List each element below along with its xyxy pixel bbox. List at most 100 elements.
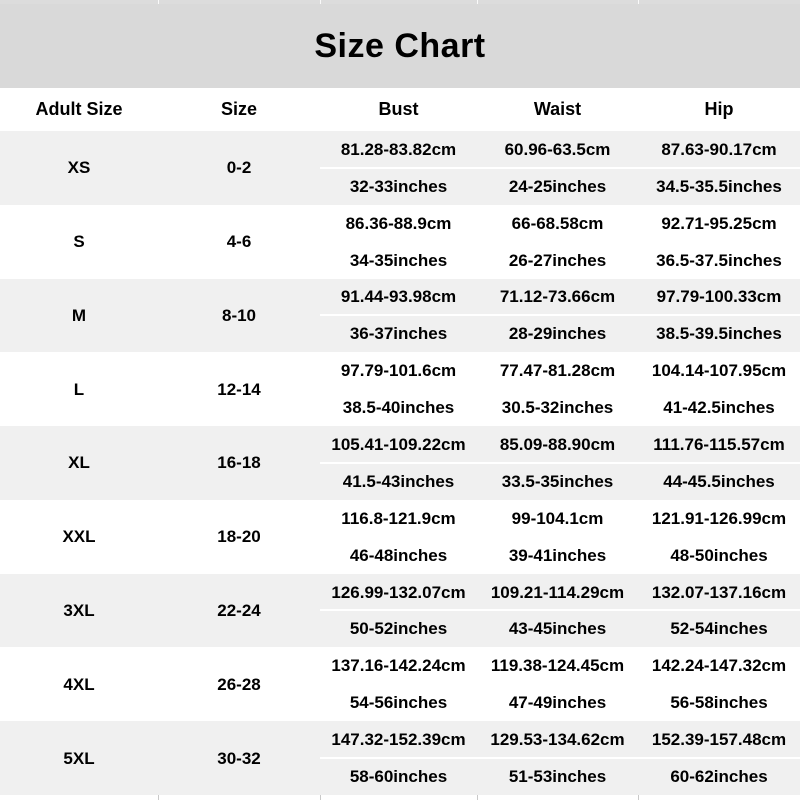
size-range-cell: 30-32 xyxy=(217,748,261,768)
bust-cm-value: 86.36-88.9cm xyxy=(345,213,452,233)
bottom-edge-strip xyxy=(0,794,800,800)
adult-size-cell: L xyxy=(73,379,85,399)
header-bust: Bust xyxy=(378,99,419,119)
hip-inches-value: 56-58inches xyxy=(670,693,768,713)
hip-cm-value: 111.76-115.57cm xyxy=(653,435,785,454)
size-row: 4XL 26-28 137.16-142.24cm 119.38-124.45c… xyxy=(0,647,800,722)
bust-cm-value: 105.41-109.22cm xyxy=(331,435,466,454)
column-tick xyxy=(158,0,159,4)
table-body: XS 0-2 81.28-83.82cm 60.96-63.5cm 87.63-… xyxy=(0,131,800,795)
hip-inches-value: 52-54inches xyxy=(670,619,768,639)
size-range-cell: 22-24 xyxy=(217,600,261,620)
hip-cm-value: 121.91-126.99cm xyxy=(651,508,787,528)
size-row: 5XL 30-32 147.32-152.39cm 129.53-134.62c… xyxy=(0,721,800,795)
bust-cm-value: 97.79-101.6cm xyxy=(340,361,457,381)
column-tick xyxy=(320,0,321,4)
top-edge-strip xyxy=(0,0,800,4)
size-range-cell: 8-10 xyxy=(221,305,257,325)
bust-inches-value: 58-60inches xyxy=(349,766,448,786)
waist-cm-value: 109.21-114.29cm xyxy=(490,582,625,602)
waist-cm-value: 85.09-88.90cm xyxy=(499,435,616,454)
column-tick xyxy=(158,794,159,800)
hip-cm-value: 142.24-147.32cm xyxy=(651,656,787,676)
size-range-cell: 4-6 xyxy=(226,232,252,252)
hip-inches-value: 48-50inches xyxy=(670,545,768,565)
size-row: 3XL 22-24 126.99-132.07cm 109.21-114.29c… xyxy=(0,573,800,648)
hip-cm-value: 104.14-107.95cm xyxy=(651,361,787,381)
waist-cm-value: 60.96-63.5cm xyxy=(504,139,611,159)
waist-inches-value: 43-45inches xyxy=(508,619,607,639)
header-waist: Waist xyxy=(533,99,582,119)
size-row: XL 16-18 105.41-109.22cm 85.09-88.90cm 1… xyxy=(0,426,800,500)
column-tick xyxy=(320,794,321,800)
header-adult-size: Adult Size xyxy=(35,99,123,119)
size-row: L 12-14 97.79-101.6cm 77.47-81.28cm 104.… xyxy=(0,352,800,427)
size-row: M 8-10 91.44-93.98cm 71.12-73.66cm 97.79… xyxy=(0,278,800,353)
hip-cm-value: 152.39-157.48cm xyxy=(651,730,787,750)
column-tick xyxy=(638,0,639,4)
column-tick xyxy=(638,794,639,800)
adult-size-cell: S xyxy=(73,232,85,252)
waist-cm-value: 77.47-81.28cm xyxy=(499,361,616,381)
waist-inches-value: 30.5-32inches xyxy=(501,398,614,418)
waist-inches-value: 24-25inches xyxy=(508,176,607,196)
hip-cm-value: 87.63-90.17cm xyxy=(661,139,777,159)
hip-inches-value: 41-42.5inches xyxy=(663,398,775,418)
bust-cm-value: 116.8-121.9cm xyxy=(341,508,456,528)
adult-size-cell: 4XL xyxy=(63,674,95,694)
size-row: XS 0-2 81.28-83.82cm 60.96-63.5cm 87.63-… xyxy=(0,131,800,205)
bust-inches-value: 41.5-43inches xyxy=(342,471,455,491)
size-range-cell: 12-14 xyxy=(217,379,261,399)
waist-cm-value: 71.12-73.66cm xyxy=(499,287,616,307)
bust-inches-value: 46-48inches xyxy=(349,545,448,565)
waist-inches-value: 26-27inches xyxy=(508,250,607,270)
adult-size-cell: M xyxy=(71,305,87,325)
waist-inches-value: 28-29inches xyxy=(508,324,607,344)
hip-inches-value: 34.5-35.5inches xyxy=(656,176,782,196)
bust-inches-value: 32-33inches xyxy=(349,176,448,196)
adult-size-cell: XXL xyxy=(62,527,96,547)
page-title: Size Chart xyxy=(314,26,486,65)
size-range-cell: 0-2 xyxy=(226,158,252,178)
hip-inches-value: 36.5-37.5inches xyxy=(656,250,782,270)
size-range-cell: 16-18 xyxy=(217,453,261,473)
waist-cm-value: 99-104.1cm xyxy=(511,508,604,528)
waist-inches-value: 33.5-35inches xyxy=(501,471,614,491)
adult-size-cell: XL xyxy=(68,453,90,473)
header-hip: Hip xyxy=(704,99,734,119)
hip-inches-value: 60-62inches xyxy=(670,766,768,786)
table-header-row: Adult Size Size Bust Waist Hip xyxy=(0,88,800,131)
header-size: Size xyxy=(220,99,258,119)
waist-inches-value: 51-53inches xyxy=(508,766,607,786)
bust-cm-value: 81.28-83.82cm xyxy=(340,139,457,159)
waist-inches-value: 47-49inches xyxy=(508,693,607,713)
bust-cm-value: 91.44-93.98cm xyxy=(340,287,457,307)
column-tick xyxy=(477,794,478,800)
column-tick xyxy=(477,0,478,4)
hip-cm-value: 132.07-137.16cm xyxy=(651,582,787,602)
bust-inches-value: 50-52inches xyxy=(349,619,448,639)
hip-cm-value: 97.79-100.33cm xyxy=(656,287,782,307)
bust-inches-value: 36-37inches xyxy=(349,324,448,344)
adult-size-cell: XS xyxy=(67,158,91,178)
bust-cm-value: 126.99-132.07cm xyxy=(331,582,466,602)
size-range-cell: 26-28 xyxy=(217,674,261,694)
adult-size-cell: 5XL xyxy=(63,748,95,768)
bust-cm-value: 147.32-152.39cm xyxy=(331,730,466,750)
adult-size-cell: 3XL xyxy=(63,600,95,620)
waist-cm-value: 119.38-124.45cm xyxy=(490,656,625,676)
size-row: S 4-6 86.36-88.9cm 66-68.58cm 92.71-95.2… xyxy=(0,204,800,279)
title-bar: Size Chart xyxy=(0,4,800,88)
waist-cm-value: 129.53-134.62cm xyxy=(490,730,625,750)
size-row: XXL 18-20 116.8-121.9cm 99-104.1cm 121.9… xyxy=(0,499,800,574)
size-range-cell: 18-20 xyxy=(217,527,261,547)
hip-inches-value: 38.5-39.5inches xyxy=(656,324,782,344)
bust-inches-value: 54-56inches xyxy=(349,693,448,713)
bust-cm-value: 137.16-142.24cm xyxy=(331,656,466,676)
bust-inches-value: 38.5-40inches xyxy=(342,398,455,418)
waist-cm-value: 66-68.58cm xyxy=(511,213,604,233)
bust-inches-value: 34-35inches xyxy=(349,250,448,270)
waist-inches-value: 39-41inches xyxy=(508,545,607,565)
hip-cm-value: 92.71-95.25cm xyxy=(661,213,777,233)
